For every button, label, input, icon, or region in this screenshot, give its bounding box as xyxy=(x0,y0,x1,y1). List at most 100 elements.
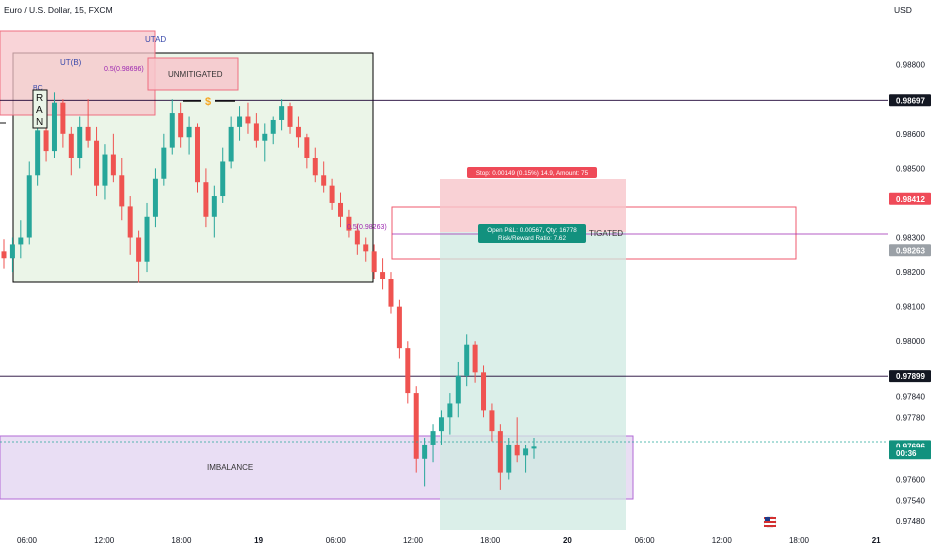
x-tick-label: 06:00 xyxy=(326,536,347,545)
candle-body xyxy=(438,417,444,432)
candle-body xyxy=(523,448,529,456)
price-axis[interactable]: 0.98800 0.98600 0.98500 0.98300 0.98200 0.981… xyxy=(888,0,932,550)
range-letter-a: A xyxy=(36,105,43,116)
candle-body xyxy=(228,126,234,162)
pnl-label-bg xyxy=(478,224,586,243)
candle-body xyxy=(220,161,226,197)
candle-body xyxy=(85,126,91,141)
bc-label: BC xyxy=(33,85,43,92)
candle-body xyxy=(388,279,394,307)
candle-body xyxy=(329,185,335,203)
candle-body xyxy=(35,130,41,176)
y-tick-label: 0.98500 xyxy=(896,164,925,173)
candle-body xyxy=(211,196,217,217)
candle-body xyxy=(371,251,377,273)
x-tick-label: 19 xyxy=(254,536,263,545)
candle-body xyxy=(304,137,310,158)
time-axis[interactable]: 06:00 12:00 18:00 19 06:00 12:00 18:00 20 06:00 1… xyxy=(0,530,932,550)
candle-body xyxy=(94,140,100,186)
candle-body xyxy=(396,306,402,349)
currency-label: USD xyxy=(894,5,912,15)
chart-zones xyxy=(0,30,797,530)
horizontal-levels xyxy=(0,99,888,377)
take-profit-zone[interactable] xyxy=(440,232,626,530)
price-label: 0.98697 xyxy=(896,96,925,105)
symbol-title: Euro / U.S. Dollar, 15, FXCM xyxy=(4,5,113,15)
y-tick-label: 0.98200 xyxy=(896,268,925,277)
supply-zone-utad[interactable] xyxy=(0,30,156,116)
candle-body xyxy=(514,444,520,456)
candle-body xyxy=(127,206,133,238)
candle-body xyxy=(9,244,15,259)
price-label: 0.98412 xyxy=(896,195,925,204)
price-label-bg xyxy=(889,370,931,383)
y-tick-label: 0.97540 xyxy=(896,496,925,505)
x-tick-label: 21 xyxy=(872,536,881,545)
candle-body xyxy=(405,348,411,394)
y-tick-label: 0.97600 xyxy=(896,476,925,485)
fib-mid-label: 0.5(0.98263) xyxy=(347,224,387,231)
candle-body xyxy=(354,230,360,245)
pnl-label: Open P&L: 0.00567, Qty: 16778 xyxy=(487,227,577,234)
candle-body xyxy=(531,446,537,449)
x-ticks: 06:00 12:00 18:00 19 06:00 12:00 18:00 20 06:00 1… xyxy=(17,536,881,545)
mitigated-label: TIGATED xyxy=(589,229,623,238)
candle-body xyxy=(60,102,66,134)
us-flag-icon[interactable] xyxy=(763,515,777,529)
candle-body xyxy=(279,106,285,120)
candle-body xyxy=(136,237,142,262)
candle-body xyxy=(321,175,327,186)
candle-body xyxy=(51,102,57,152)
y-tick-label: 0.97840 xyxy=(896,393,925,402)
candle-body xyxy=(380,272,386,279)
candle-body xyxy=(18,237,24,245)
candle-body xyxy=(287,106,293,127)
candle-body xyxy=(338,202,344,217)
candles xyxy=(1,92,537,490)
stop-loss-zone[interactable] xyxy=(440,179,626,232)
candle-body xyxy=(497,431,503,473)
candle-body xyxy=(43,130,49,152)
x-tick-label: 18:00 xyxy=(171,536,192,545)
price-label: 0.98263 xyxy=(896,246,925,255)
utad-label: UTAD xyxy=(145,35,166,44)
price-label-bg xyxy=(889,192,931,205)
candle-body xyxy=(245,116,251,124)
y-tick-label: 0.98000 xyxy=(896,337,925,346)
y-tick-label: 0.98300 xyxy=(896,234,925,243)
x-tick-label: 12:00 xyxy=(403,536,424,545)
candle-body xyxy=(455,375,461,404)
candle-body xyxy=(161,147,167,179)
price-label-bg xyxy=(889,94,931,107)
price-label: 0.97696 xyxy=(896,442,925,451)
y-tick-label: 0.98600 xyxy=(896,130,925,139)
unmitigated-zone[interactable] xyxy=(147,57,239,91)
candle-body xyxy=(422,444,428,459)
rr-label: Risk/Reward Ratio: 7.62 xyxy=(498,235,566,242)
candle-body xyxy=(363,244,369,252)
candle-body xyxy=(119,175,125,207)
candle-body xyxy=(68,133,74,158)
price-label: 0.97899 xyxy=(896,372,925,381)
x-tick-label: 18:00 xyxy=(789,536,810,545)
candle-body xyxy=(110,154,116,176)
candle-body xyxy=(178,113,184,138)
candle-body xyxy=(489,410,495,432)
candle-body xyxy=(312,158,318,176)
y-tick-label: 0.97480 xyxy=(896,517,925,526)
fib-top-label: 0.5(0.98696) xyxy=(104,66,144,73)
x-tick-label: 20 xyxy=(563,536,572,545)
candle-body xyxy=(1,251,7,259)
candle-body xyxy=(346,216,352,231)
candle-body xyxy=(169,113,175,148)
y-tick-label: 0.98100 xyxy=(896,303,925,312)
candle-body xyxy=(472,344,478,373)
candle-body xyxy=(194,126,200,183)
y-ticks: 0.98800 0.98600 0.98500 0.98300 0.98200 0.981… xyxy=(896,61,925,526)
x-tick-label: 12:00 xyxy=(712,536,733,545)
candle-body xyxy=(270,119,276,134)
range-letter-n: N xyxy=(36,117,43,128)
candle-body xyxy=(26,175,32,238)
